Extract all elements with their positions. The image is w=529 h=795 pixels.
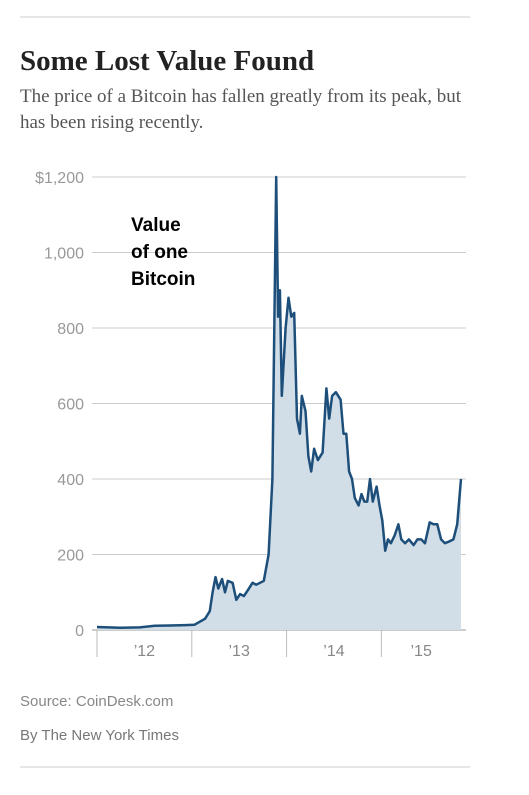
y-tick-label: $1,200 (35, 170, 84, 187)
y-tick-label: 1,000 (44, 246, 84, 263)
line (96, 175, 463, 629)
credit: By The New York Times (20, 727, 179, 744)
y-tick-label: 800 (57, 321, 84, 338)
x-tick-label: ’12 (134, 643, 155, 660)
x-tick-label: ’15 (411, 643, 432, 660)
chart-title: Some Lost Value Found (20, 45, 314, 77)
x-tick-label: ’14 (323, 643, 344, 660)
chart-subtitle: The price of a Bitcoin has fallen greatl… (20, 86, 462, 133)
area (97, 177, 461, 630)
annotation: Value (131, 215, 181, 236)
y-tick-label: 0 (75, 623, 84, 640)
y-tick-label: 200 (57, 548, 84, 565)
source: Source: CoinDesk.com (20, 693, 173, 710)
annotation: Bitcoin (131, 269, 195, 290)
y-tick-label: 600 (57, 397, 84, 414)
y-tick-label: 400 (57, 472, 84, 489)
subtitle-box: The price of a Bitcoin has fallen greatl… (20, 86, 462, 133)
annotation: of one (131, 242, 188, 263)
x-tick-label: ’13 (229, 643, 250, 660)
